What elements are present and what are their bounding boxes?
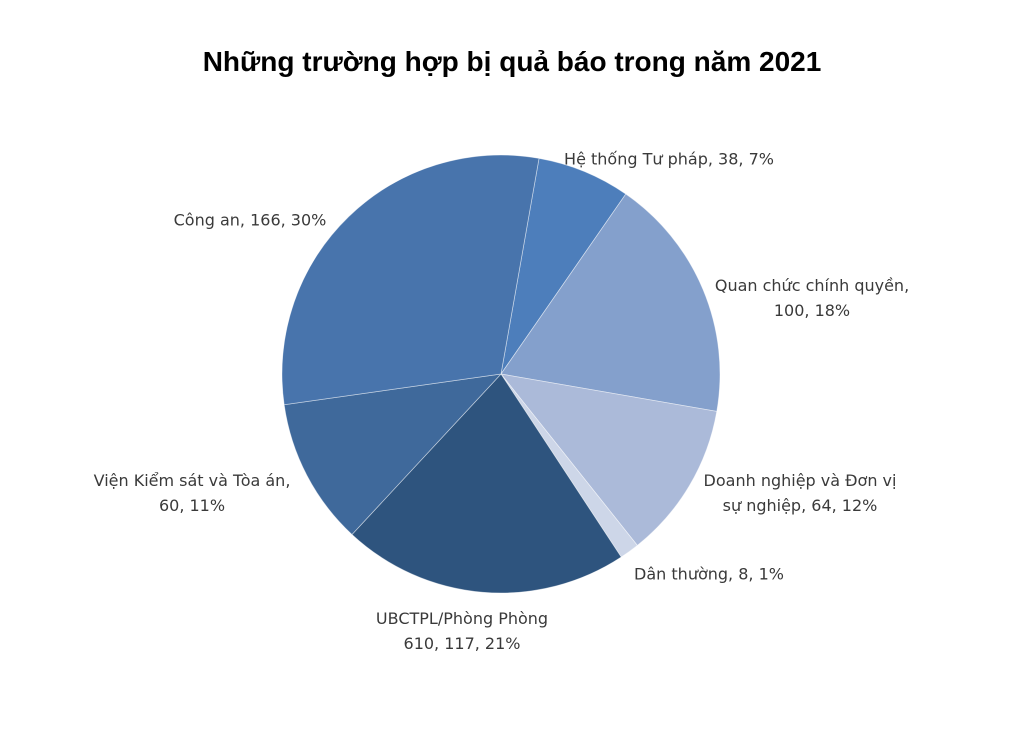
pie-slice-doanh-nghiep-va-on-vi-su-nghiep — [500, 373, 718, 546]
slice-label-line: Doanh nghiệp và Đơn vị — [703, 471, 897, 490]
slice-label-line: 60, 11% — [158, 496, 226, 515]
slice-label-line: UBCTPL/Phòng Phòng — [375, 609, 549, 628]
pie-slice-cong-an — [281, 154, 540, 406]
pie-slice-ubctpl-phong-phong-610 — [351, 373, 622, 594]
slice-label-ubctpl: UBCTPL/Phòng Phòng 610, 117, 21% — [376, 606, 548, 656]
chart-title: Những trường hợp bị quả báo trong năm 20… — [202, 46, 822, 77]
slice-label-dan-thuong: Dân thường, 8, 1% — [634, 562, 784, 587]
slice-label-quan-chuc-chinh-quyen: Quan chức chính quyền, 100, 18% — [715, 273, 909, 323]
slice-label-line: Công an, 166, 30% — [173, 210, 327, 230]
pie-slice-vien-kiem-sat-va-toa-an — [283, 373, 502, 536]
slice-label-vien-kiem-sat: Viện Kiểm sát và Tòa án, 60, 11% — [94, 468, 291, 518]
slice-label-line: 610, 117, 21% — [403, 634, 521, 653]
pie-slice-quan-chuc-chinh-quyen — [500, 193, 721, 412]
slice-label-cong-an: Công an, 166, 30% — [174, 208, 327, 233]
slice-label-line: Dân thường, 8, 1% — [634, 564, 784, 584]
slice-label-line: 100, 18% — [773, 301, 851, 320]
slice-label-line: Hệ thống Tư pháp, 38, 7% — [564, 149, 774, 169]
slice-label-line: Viện Kiểm sát và Tòa án, — [93, 471, 291, 490]
slice-label-line: sự nghiệp, 64, 12% — [722, 496, 878, 515]
slice-label-he-thong-tu-phap: Hệ thống Tư pháp, 38, 7% — [564, 147, 774, 172]
slice-label-doanh-nghiep: Doanh nghiệp và Đơn vị sự nghiệp, 64, 12… — [704, 468, 897, 518]
slice-label-line: Quan chức chính quyền, — [714, 276, 910, 295]
